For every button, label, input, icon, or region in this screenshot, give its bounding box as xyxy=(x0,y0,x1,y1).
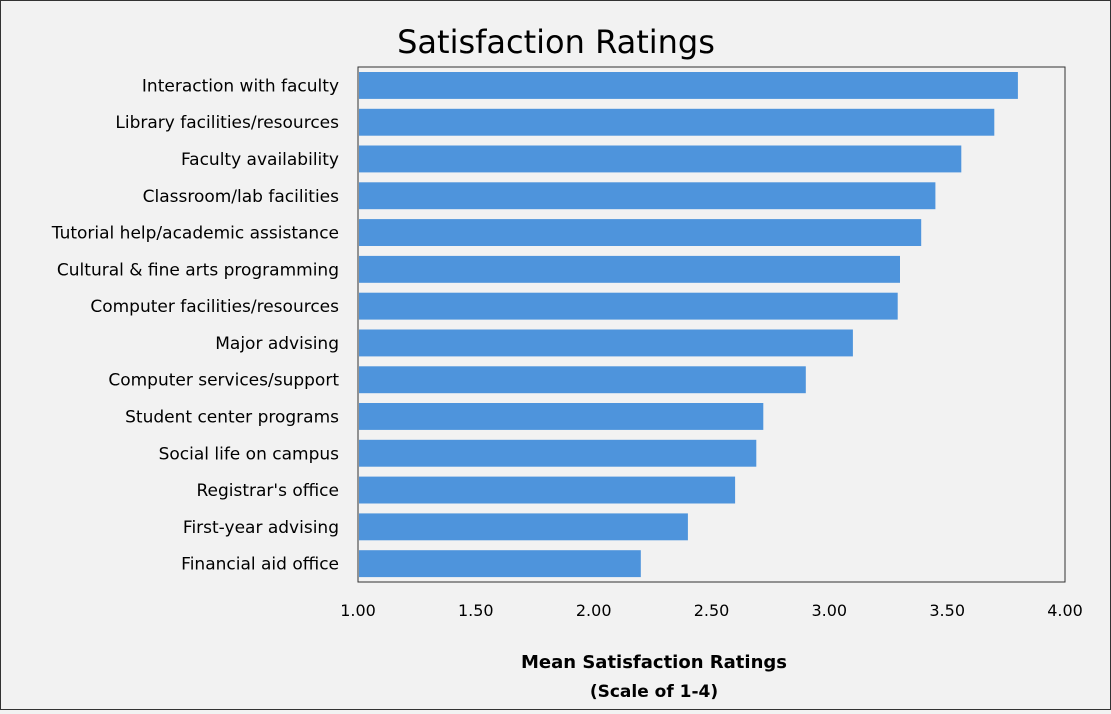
category-label: Major advising xyxy=(215,334,339,354)
x-axis-subtitle: (Scale of 1-4) xyxy=(590,682,718,702)
category-label: Faculty availability xyxy=(181,150,339,170)
bar xyxy=(359,145,962,173)
category-label: Classroom/lab facilities xyxy=(143,187,340,207)
category-label: Registrar's office xyxy=(196,481,339,501)
chart-title: Satisfaction Ratings xyxy=(397,23,715,61)
bar xyxy=(359,329,853,357)
x-tick-label: 2.50 xyxy=(694,601,730,620)
category-label: Social life on campus xyxy=(159,444,340,464)
x-tick-label: 3.50 xyxy=(929,601,965,620)
x-axis-title: Mean Satisfaction Ratings xyxy=(521,652,787,673)
bar xyxy=(359,255,900,283)
category-label: Computer facilities/resources xyxy=(90,297,339,317)
bar xyxy=(359,72,1018,99)
plot-area-border xyxy=(357,66,1066,583)
category-label: Interaction with faculty xyxy=(142,76,339,96)
category-labels-group: Interaction with faculty Library faciliti… xyxy=(51,76,340,574)
x-tick-label: 4.00 xyxy=(1047,601,1083,620)
bar xyxy=(359,476,736,504)
category-label: Student center programs xyxy=(125,408,339,428)
bar xyxy=(359,108,995,136)
bar xyxy=(359,550,641,578)
bar xyxy=(359,366,806,394)
x-tick-label: 1.00 xyxy=(340,601,376,620)
bar xyxy=(359,292,898,320)
bars-group xyxy=(359,72,1018,578)
x-tick-labels-group: 1.00 1.50 2.00 2.50 3.00 3.50 4.00 xyxy=(340,601,1083,620)
bar xyxy=(359,403,764,430)
bar xyxy=(359,513,688,541)
bar xyxy=(359,182,936,210)
category-label: Library facilities/resources xyxy=(115,113,339,133)
x-tick-label: 3.00 xyxy=(811,601,847,620)
category-label: Financial aid office xyxy=(181,555,339,575)
category-label: First-year advising xyxy=(183,518,339,538)
x-tick-label: 1.50 xyxy=(458,601,494,620)
x-tick-label: 2.00 xyxy=(576,601,612,620)
bar xyxy=(359,439,757,467)
bar xyxy=(359,219,922,246)
category-label: Computer services/support xyxy=(108,371,339,391)
category-label: Cultural & fine arts programming xyxy=(57,260,339,280)
category-label: Tutorial help/academic assistance xyxy=(51,224,339,244)
